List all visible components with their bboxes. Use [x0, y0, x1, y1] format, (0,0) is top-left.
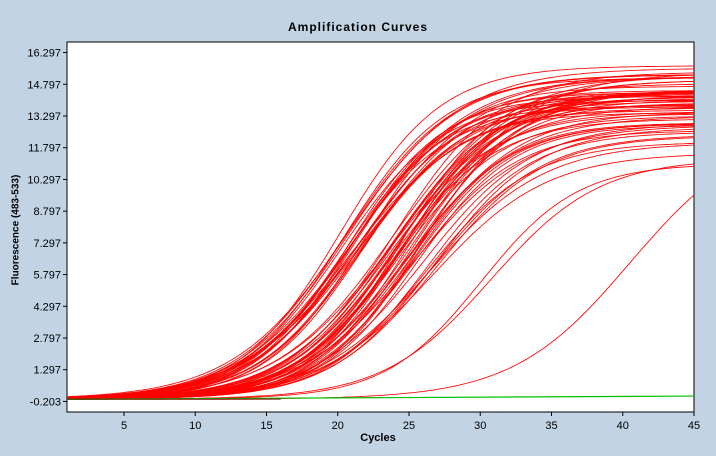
x-tick-label: 35: [545, 420, 557, 432]
y-tick-label: 7.297: [33, 238, 61, 250]
amplification-curve: [67, 80, 695, 399]
y-tick-label: 1.297: [33, 365, 61, 377]
amplification-curve: [67, 90, 695, 400]
y-tick-label: 4.297: [33, 301, 61, 313]
y-tick-label: 5.797: [33, 270, 61, 282]
amplification-curve: [66, 76, 695, 399]
y-tick-label: 11.797: [28, 143, 61, 155]
x-axis-label: Cycles: [360, 432, 396, 444]
y-tick-label: 16.297: [27, 48, 61, 60]
chart-title: Amplification Curves: [287, 20, 429, 34]
x-tick-label: 10: [189, 420, 201, 432]
x-tick-label: 40: [617, 420, 629, 432]
amplification-curve: [67, 74, 695, 400]
y-tick-label: 8.797: [33, 206, 61, 218]
amplification-curve: [66, 101, 694, 399]
x-tick-label: 15: [260, 420, 272, 432]
y-tick-label: 14.797: [27, 79, 61, 91]
x-tick-label: 5: [121, 420, 127, 432]
y-tick-label: 13.297: [27, 111, 61, 123]
x-tick-label: 30: [474, 420, 486, 432]
amplification-curve: [66, 76, 694, 398]
y-tick-label: 2.797: [33, 333, 61, 345]
amplification-curve: [67, 137, 695, 400]
x-tick-label: 25: [403, 420, 415, 432]
amplification-curve: [66, 77, 695, 398]
x-tick-label: 20: [332, 420, 344, 432]
amplification-curve: [66, 77, 695, 398]
amplification-curve: [66, 74, 695, 398]
y-tick-label: 10.297: [27, 174, 61, 186]
x-tick-label: 45: [688, 420, 700, 432]
y-tick-label: -0.203: [30, 396, 61, 408]
